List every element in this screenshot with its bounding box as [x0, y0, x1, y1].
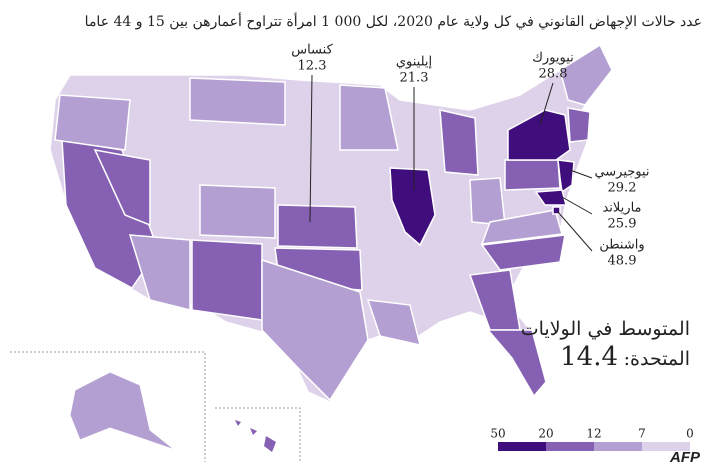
state-shape — [559, 43, 613, 106]
state-shape — [191, 239, 263, 321]
state-shape — [469, 177, 506, 226]
legend-tick-label: 0 — [686, 427, 694, 441]
legend-swatch — [594, 442, 642, 451]
state-shape — [567, 107, 591, 143]
state-name: ماريلاند — [602, 201, 641, 216]
average-value: 14.4 — [560, 342, 618, 372]
credit: AFP — [669, 449, 701, 466]
state-shape — [389, 167, 436, 247]
inset-hawaii — [215, 407, 301, 462]
state-value: 21.3 — [400, 71, 429, 86]
legend-swatch — [546, 442, 594, 451]
state-name: كنساس — [291, 43, 333, 58]
state-shape — [54, 94, 131, 151]
state-shape — [486, 329, 547, 398]
state-name: إيلينوي — [396, 55, 432, 70]
state-shape — [199, 184, 276, 239]
leader-line — [561, 196, 593, 215]
state-shape — [366, 299, 422, 346]
state-name: نيوجيرسي — [594, 165, 649, 180]
state-shape — [261, 258, 369, 402]
state-shape — [93, 149, 151, 227]
state-value: 48.9 — [608, 254, 637, 269]
state-name: واشنطن — [599, 238, 644, 253]
state-value: 25.9 — [608, 217, 637, 232]
inset-alaska — [10, 351, 206, 462]
leader-line — [557, 211, 593, 252]
state-shape — [557, 159, 575, 194]
average-label: المتحدة: — [624, 348, 690, 370]
state-value: 29.2 — [608, 181, 637, 196]
leader-line — [569, 169, 593, 179]
legend-tick-label: 20 — [538, 427, 553, 441]
state-shape — [480, 234, 566, 271]
legend-tick-label: 12 — [586, 427, 601, 441]
subtitle: عدد حالات الإجهاض القانوني في كل ولاية ع… — [85, 11, 702, 30]
legend-tick-label: 7 — [638, 427, 646, 441]
legend-swatch — [642, 442, 690, 451]
state-value: 12.3 — [298, 59, 327, 74]
legend: 0 7 12 20 50 — [490, 427, 694, 451]
legend-tick-label: 50 — [490, 427, 505, 441]
state-shape — [480, 209, 563, 245]
state-name: نيويورك — [532, 51, 574, 66]
state-shape — [277, 204, 358, 249]
leader-line — [539, 82, 554, 126]
state-shape — [504, 159, 561, 191]
legend-swatch — [498, 442, 546, 451]
state-value: 28.8 — [539, 67, 568, 82]
state-shape — [534, 189, 567, 206]
state-shape — [128, 234, 191, 311]
state-shape — [339, 84, 399, 151]
leader-line — [309, 74, 313, 223]
state-shape — [189, 77, 286, 126]
average-label: المتوسط في الولايات — [521, 318, 690, 340]
state-shape — [439, 109, 479, 176]
